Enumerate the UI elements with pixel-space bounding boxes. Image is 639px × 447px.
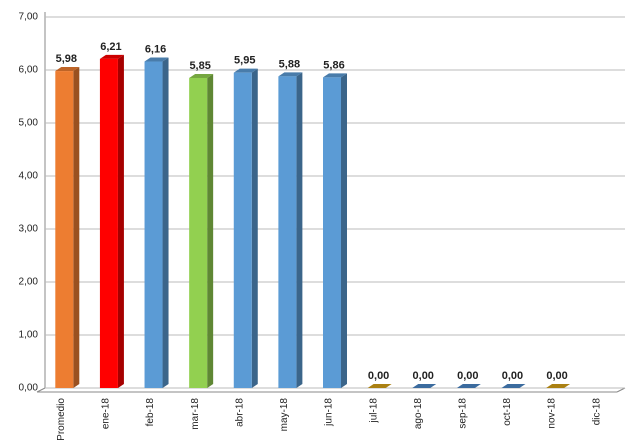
bar-top (456, 384, 481, 388)
bar-side (341, 73, 347, 389)
y-tick-label: 1,00 (19, 330, 39, 341)
value-label: 5,86 (323, 59, 344, 71)
y-tick-label: 6,00 (19, 65, 39, 76)
x-tick-label: jun-18 (324, 398, 335, 427)
value-label: 6,21 (100, 41, 121, 53)
x-tick-label: mar-18 (190, 398, 201, 430)
value-label: 0,00 (368, 370, 389, 382)
x-tick-label: dic-18 (591, 398, 602, 426)
bar-top (233, 68, 258, 73)
y-tick-label: 7,00 (19, 12, 39, 23)
bar-top (55, 67, 80, 72)
bar-top (412, 384, 437, 388)
value-label: 0,00 (413, 370, 434, 382)
bar-top (323, 73, 347, 78)
bar-top (144, 57, 169, 62)
y-tick-label: 2,00 (19, 277, 39, 288)
bar (189, 77, 208, 388)
x-tick-label: sep-18 (457, 398, 468, 429)
bar (278, 76, 297, 389)
value-label: 0,00 (457, 370, 478, 382)
value-label: 0,00 (502, 370, 523, 382)
bar-side (296, 72, 303, 389)
bar-top (278, 72, 303, 77)
bar (233, 72, 252, 389)
y-tick-label: 4,00 (19, 171, 39, 182)
value-label: 0,00 (546, 370, 567, 382)
x-tick-label: ago-18 (413, 398, 424, 430)
bar-side (251, 68, 258, 389)
bar (323, 77, 341, 389)
bar-top (189, 73, 214, 78)
bar (144, 61, 163, 389)
bar-top (99, 54, 124, 59)
x-tick-label: may-18 (279, 398, 290, 432)
bar-side (73, 67, 80, 388)
floor-edge (36, 387, 46, 393)
bar-side (117, 54, 124, 389)
x-tick-label: abr-18 (234, 398, 245, 427)
value-label: 5,98 (56, 53, 77, 65)
x-tick-label: ene-18 (101, 398, 112, 430)
y-tick-label: 5,00 (19, 118, 39, 129)
value-label: 5,88 (279, 58, 300, 70)
value-label: 5,95 (234, 55, 255, 67)
y-tick-label: 3,00 (19, 224, 39, 235)
bar (55, 71, 74, 388)
value-label: 5,85 (189, 60, 210, 72)
bar-top (501, 384, 526, 388)
bar-side (162, 57, 169, 389)
value-label: 6,16 (145, 43, 166, 55)
bar-side (207, 73, 214, 388)
bar (99, 58, 118, 389)
x-tick-label: nov-18 (547, 398, 558, 429)
x-tick-label: Promedio (56, 398, 67, 441)
x-tick-label: jul-18 (368, 398, 379, 424)
x-tick-label: oct-18 (502, 398, 513, 426)
bar-top (367, 384, 392, 388)
bar-top (546, 384, 571, 388)
x-tick-label: feb-18 (145, 398, 156, 427)
y-tick-label: 0,00 (19, 383, 39, 394)
floor-edge (616, 387, 626, 393)
